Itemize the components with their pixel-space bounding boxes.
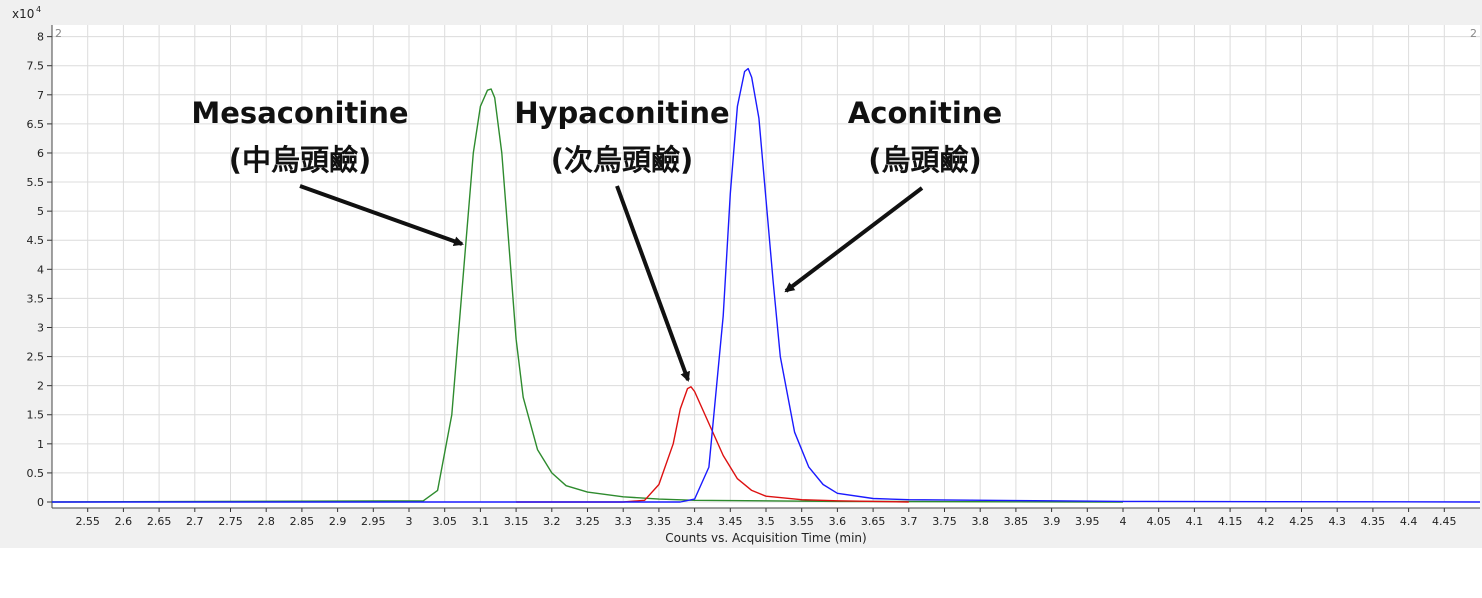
- x-tick-label: 3.6: [829, 515, 847, 528]
- x-tick-label: 4.4: [1400, 515, 1418, 528]
- y-tick-label: 6.5: [27, 118, 45, 131]
- y-tick-label: 2.5: [27, 351, 45, 364]
- x-tick-label: 3.35: [647, 515, 672, 528]
- x-tick-label: 4.2: [1257, 515, 1275, 528]
- y-tick-label: 0.5: [27, 467, 45, 480]
- annotation-hypaconitine-chinese: (次烏頭鹼): [551, 143, 694, 177]
- y-tick-label: 3: [37, 321, 44, 334]
- x-tick-label: 4: [1120, 515, 1127, 528]
- x-tick-label: 3.4: [686, 515, 704, 528]
- y-tick-label: 0: [37, 496, 44, 509]
- axes: 2.55 2.6 2.65 2.7 2.75 2.8 2.85 2.9 2.95 3 3.05 3.1…: [27, 25, 1480, 528]
- x-tick-label: 4.3: [1328, 515, 1346, 528]
- annotation-aconitine-name: Aconitine: [848, 96, 1002, 130]
- x-tick-label: 2.75: [218, 515, 243, 528]
- y-tick-label: 8: [37, 31, 44, 44]
- y-tick-label: 1.5: [27, 409, 45, 422]
- x-axis-label: Counts vs. Acquisition Time (min): [665, 531, 866, 545]
- x-tick-label: 4.35: [1361, 515, 1386, 528]
- x-tick-label: 2.55: [75, 515, 100, 528]
- y-tick-label: 3.5: [27, 292, 45, 305]
- x-tick-label: 4.05: [1146, 515, 1171, 528]
- series-line-2: [52, 67, 1481, 503]
- y-tick-label: 7.5: [27, 60, 45, 73]
- x-tick-label: 3.2: [543, 515, 561, 528]
- annotation-mesaconitine: Mesaconitine (中烏頭鹼): [191, 96, 408, 177]
- y-tick-label: 6: [37, 147, 44, 160]
- y-tick-label: 4: [37, 263, 44, 276]
- x-tick-label: 2.85: [290, 515, 315, 528]
- y-tick-label: 1: [37, 438, 44, 451]
- x-tick-label: 3.7: [900, 515, 918, 528]
- x-tick-label: 3.3: [614, 515, 632, 528]
- arrow-aconitine: [784, 186, 924, 293]
- y-tick-label: 4.5: [27, 234, 45, 247]
- x-tick-label: 2.7: [186, 515, 204, 528]
- arrow-hypaconitine: [615, 185, 690, 382]
- chromatogram-chart: 2.55 2.6 2.65 2.7 2.75 2.8 2.85 2.9 2.95 3 3.05 3.1…: [12, 5, 1481, 545]
- arrow-mesaconitine: [299, 184, 464, 247]
- x-tick-label: 4.45: [1432, 515, 1457, 528]
- y-tick-label: 5.5: [27, 176, 45, 189]
- x-tick-label: 3.45: [718, 515, 743, 528]
- x-tick-label: 3.05: [432, 515, 457, 528]
- x-tick-label: 3.1: [472, 515, 490, 528]
- x-tick-label: 2.8: [257, 515, 275, 528]
- x-tick-label: 3.95: [1075, 515, 1100, 528]
- y-multiplier-exponent: 4: [36, 5, 41, 14]
- annotation-aconitine-chinese: (烏頭鹼): [868, 143, 982, 177]
- annotation-mesaconitine-name: Mesaconitine: [191, 96, 408, 130]
- x-tick-label: 3.25: [575, 515, 600, 528]
- annotation-hypaconitine-name: Hypaconitine: [514, 96, 729, 130]
- corner-label-left: 2: [55, 27, 62, 40]
- x-tick-label: 3.9: [1043, 515, 1061, 528]
- series-line-0: [51, 88, 1124, 503]
- annotation-hypaconitine: Hypaconitine (次烏頭鹼): [514, 96, 729, 177]
- x-tick-label: 4.1: [1186, 515, 1204, 528]
- x-tick-label: 3.15: [504, 515, 529, 528]
- x-tick-label: 3.75: [932, 515, 957, 528]
- y-multiplier-label: x10: [12, 7, 34, 21]
- series-layer: [51, 67, 1481, 503]
- x-tick-label: 2.65: [147, 515, 172, 528]
- y-tick-label: 2: [37, 380, 44, 393]
- x-tick-label: 3.55: [789, 515, 814, 528]
- x-tick-label: 2.6: [115, 515, 133, 528]
- x-tick-label: 3.85: [1004, 515, 1029, 528]
- chromatogram-panel: 2.55 2.6 2.65 2.7 2.75 2.8 2.85 2.9 2.95 3 3.05 3.1…: [0, 0, 1482, 548]
- corner-label-right: 2: [1470, 27, 1477, 40]
- y-tick-label: 5: [37, 205, 44, 218]
- x-tick-label: 2.95: [361, 515, 386, 528]
- annotation-mesaconitine-chinese: (中烏頭鹼): [229, 143, 372, 177]
- x-tick-label: 3.8: [971, 515, 989, 528]
- annotation-aconitine: Aconitine (烏頭鹼): [848, 96, 1002, 177]
- x-tick-label: 4.15: [1218, 515, 1243, 528]
- x-tick-label: 3.65: [861, 515, 886, 528]
- x-tick-label: 3.5: [757, 515, 775, 528]
- y-tick-label: 7: [37, 89, 44, 102]
- series-line-1: [516, 386, 909, 503]
- x-tick-label: 2.9: [329, 515, 347, 528]
- grid-lines: [52, 25, 1480, 503]
- x-tick-label: 4.25: [1289, 515, 1314, 528]
- x-tick-label: 3: [406, 515, 413, 528]
